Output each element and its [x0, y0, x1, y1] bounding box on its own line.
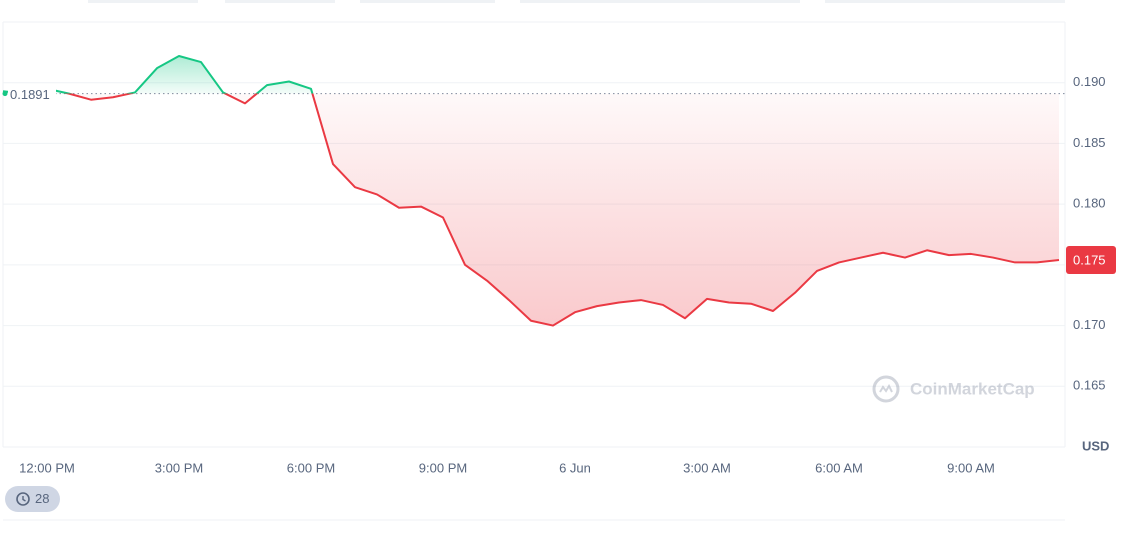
y-tick-label: 0.180 [1073, 196, 1106, 211]
price-area [3, 56, 1059, 326]
badge-bg [5, 486, 60, 512]
tab-edge [225, 0, 335, 3]
y-tick-label: 0.170 [1073, 317, 1106, 332]
tab-edge [520, 0, 800, 3]
tab-edge [360, 0, 495, 3]
history-icon-hands [22, 496, 26, 502]
x-tick-label: 6 Jun [559, 460, 591, 475]
watermark: CoinMarketCap [872, 375, 1035, 403]
x-tick-label: 6:00 AM [815, 460, 863, 475]
tab-edge [825, 0, 1065, 3]
history-icon [16, 492, 30, 506]
reference-label: 0.1891 [10, 87, 50, 102]
badge-count: 28 [35, 491, 49, 506]
currency-label: USD [1082, 438, 1109, 453]
reference-dot [2, 91, 8, 97]
reference-label-bg [8, 84, 56, 103]
current-price-badge [1066, 246, 1116, 274]
x-tick-label: 6:00 PM [287, 460, 335, 475]
x-tick-label: 3:00 AM [683, 460, 731, 475]
x-tick-label: 12:00 PM [19, 460, 75, 475]
y-tick-label: 0.190 [1073, 74, 1106, 89]
y-tick-label: 0.165 [1073, 378, 1106, 393]
x-tick-label: 9:00 PM [419, 460, 467, 475]
watermark-text: CoinMarketCap [910, 379, 1035, 398]
tab-edge [88, 0, 198, 3]
history-badge[interactable]: 28 [5, 486, 60, 512]
watermark-logo [872, 375, 900, 403]
price-line [2, 55, 1060, 327]
x-tick-label: 3:00 PM [155, 460, 203, 475]
x-tick-label: 9:00 AM [947, 460, 995, 475]
y-tick-label: 0.185 [1073, 135, 1106, 150]
plot-layer: 0.1891 [2, 55, 1065, 327]
watermark-logo-mark [879, 383, 893, 393]
current-price-label: 0.175 [1073, 252, 1106, 267]
